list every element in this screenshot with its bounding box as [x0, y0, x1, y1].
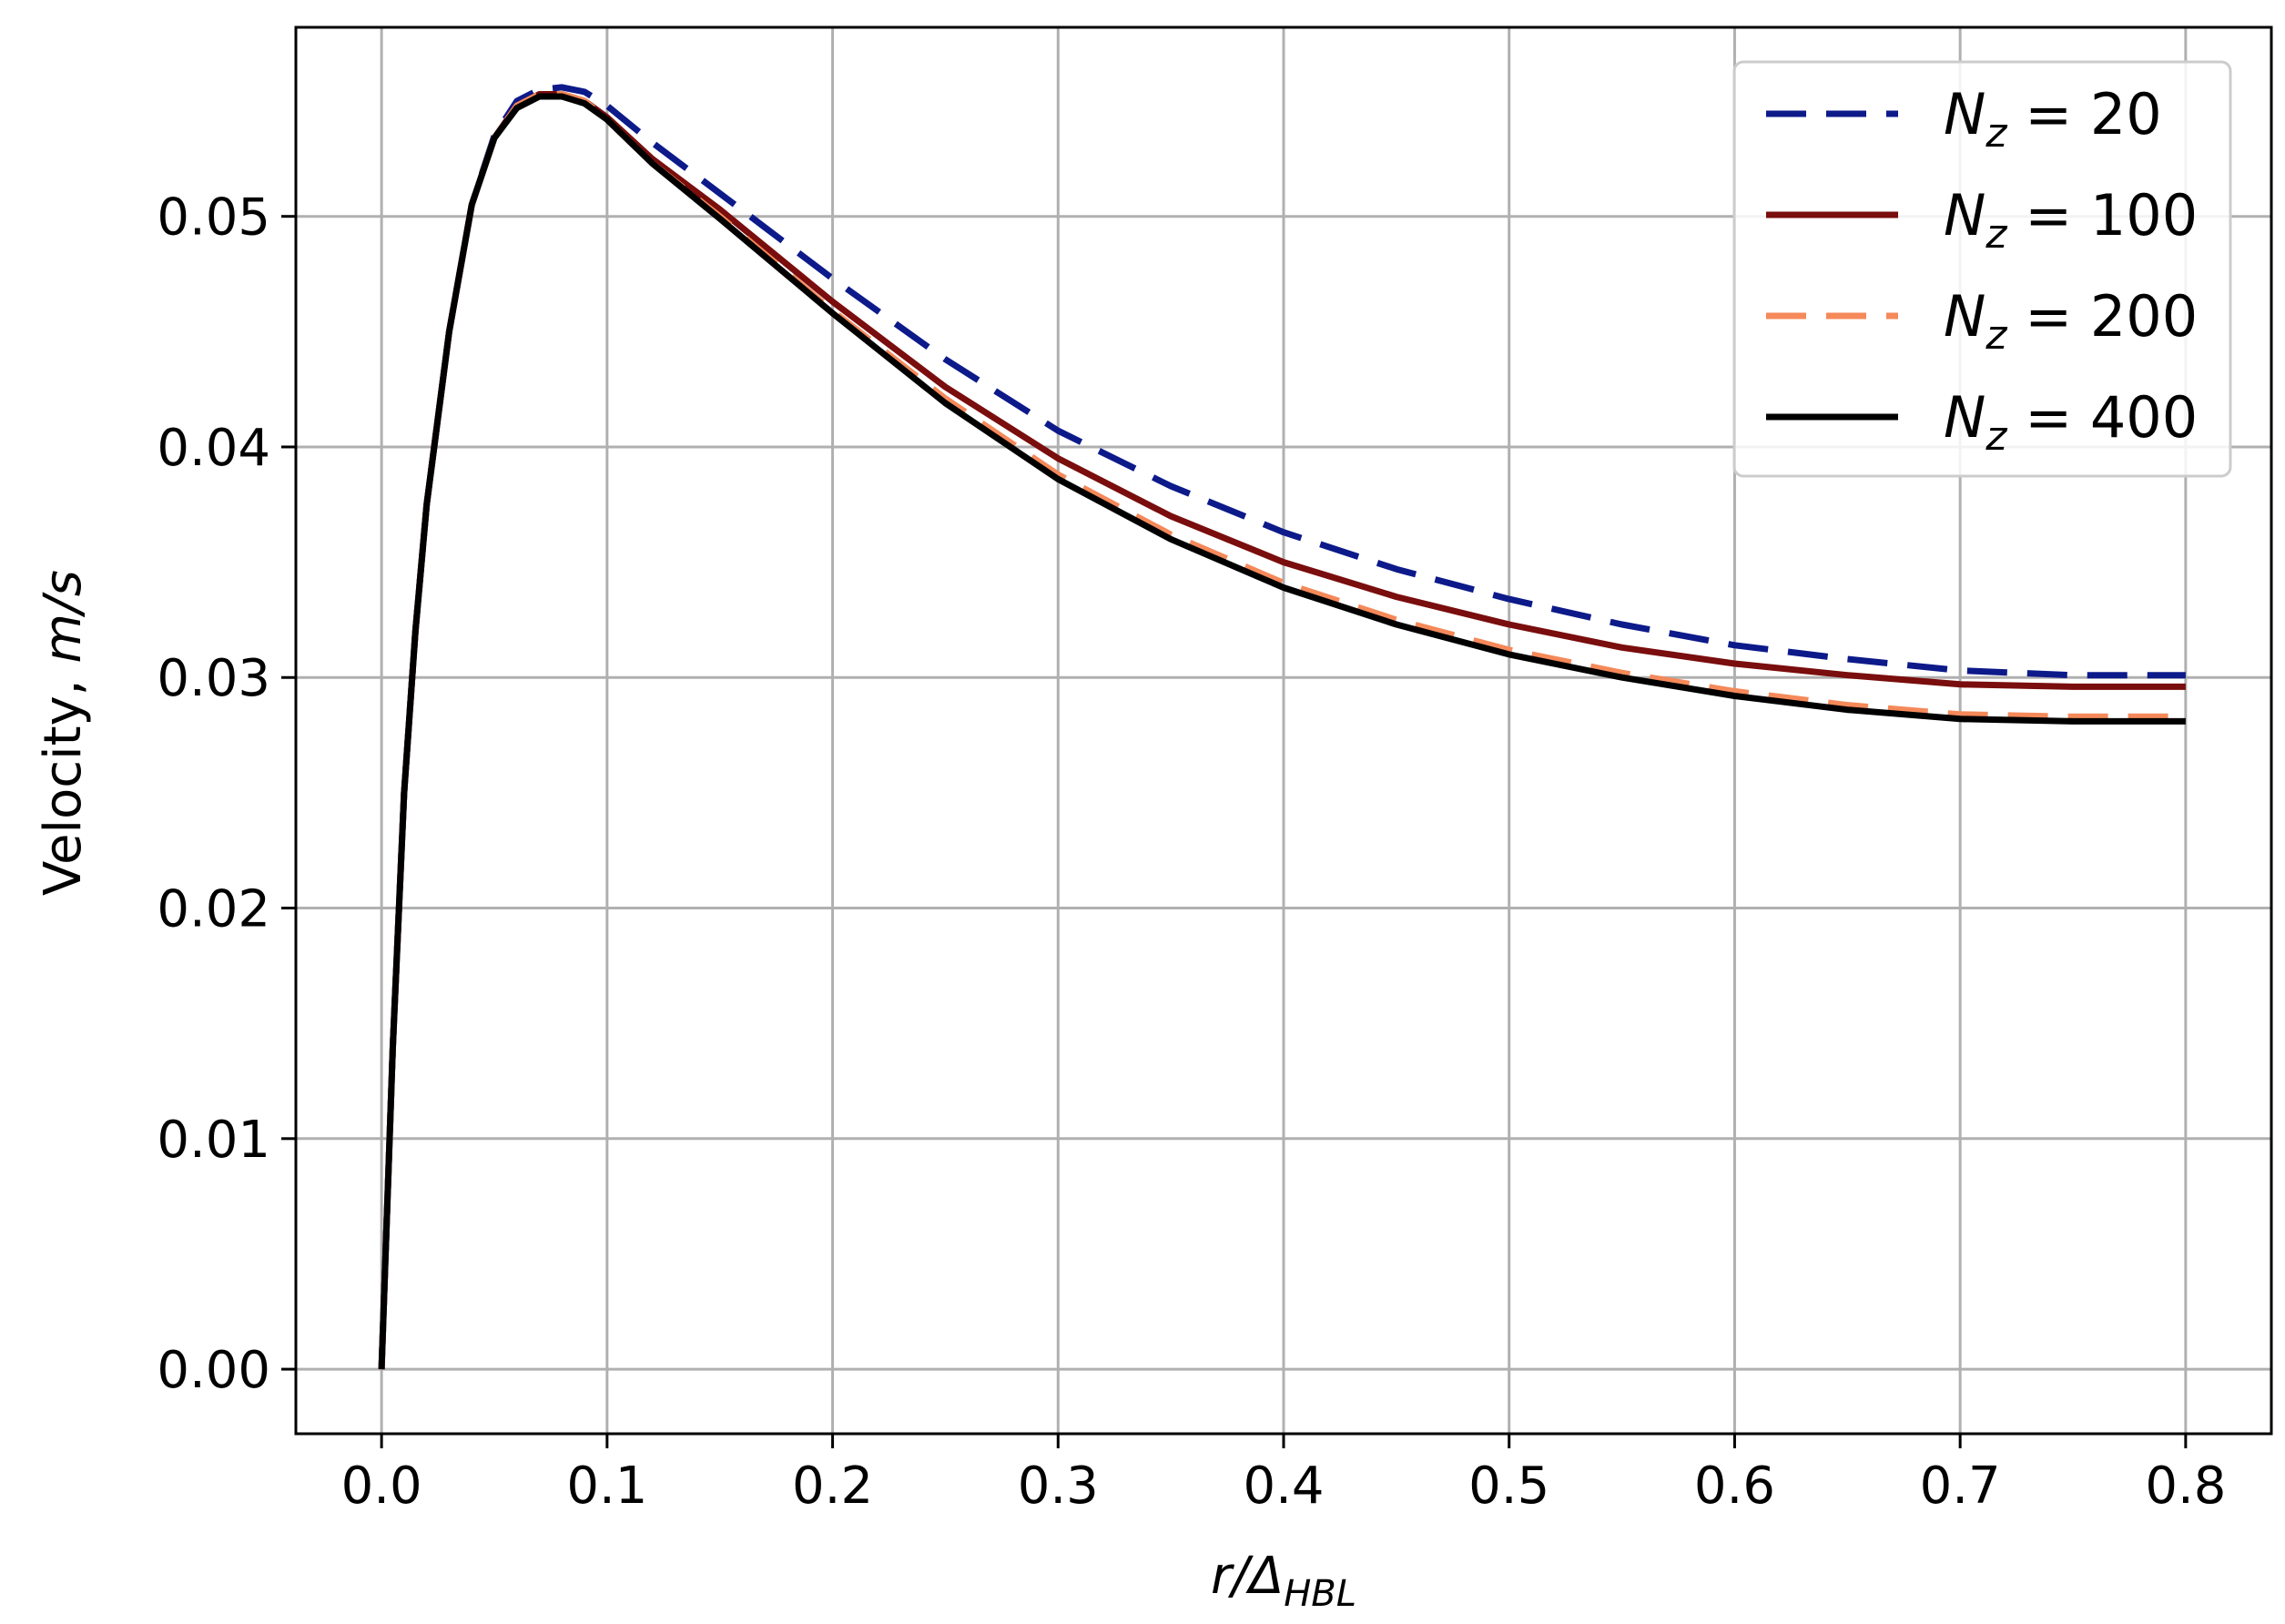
- x-tick-label: 0.2: [792, 1457, 873, 1516]
- y-tick-label: 0.05: [157, 188, 270, 248]
- legend-label-3: Nz = 200: [1944, 283, 2198, 359]
- y-axis-label: Velocity, m/s: [34, 570, 93, 896]
- x-tick-label: 0.1: [566, 1457, 647, 1516]
- y-tick-label: 0.00: [157, 1341, 270, 1400]
- legend: Nz = 20 Nz = 100 Nz = 200 Nz = 400: [1734, 62, 2230, 476]
- x-tick-label: 0.7: [1920, 1457, 2001, 1516]
- legend-label-2: Nz = 100: [1944, 182, 2198, 258]
- x-tick-label: 0.3: [1018, 1457, 1099, 1516]
- y-tick-label: 0.02: [157, 880, 270, 939]
- x-tick-label: 0.6: [1694, 1457, 1775, 1516]
- y-tick-label: 0.03: [157, 649, 270, 708]
- x-tick-label: 0.0: [341, 1457, 422, 1516]
- x-tick-label: 0.8: [2145, 1457, 2226, 1516]
- legend-label-1: Nz = 20: [1944, 81, 2162, 157]
- x-tick-label: 0.4: [1243, 1457, 1324, 1516]
- x-tick-label: 0.5: [1468, 1457, 1549, 1516]
- y-tick-label: 0.04: [157, 419, 270, 478]
- legend-label-4: Nz = 400: [1944, 384, 2198, 460]
- y-tick-label: 0.01: [157, 1111, 270, 1170]
